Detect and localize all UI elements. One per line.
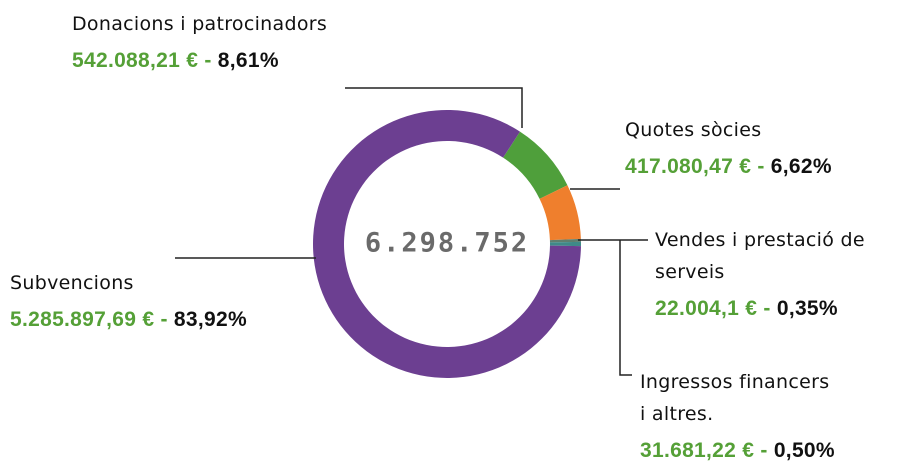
category-label: Ingressos financers i altres. bbox=[640, 371, 830, 425]
amount-label: 31.681,22 € bbox=[640, 439, 755, 462]
value-label: 83,92% bbox=[173, 308, 247, 331]
leader-line bbox=[619, 240, 632, 376]
slice-label: Donacions i patrocinadors 542.088,21 € -… bbox=[72, 8, 472, 82]
separator: - bbox=[757, 155, 765, 178]
value-label: 6,62% bbox=[770, 155, 832, 178]
slice-label: Vendes i prestació de serveis 22.004,1 €… bbox=[655, 224, 900, 330]
leader-line bbox=[345, 87, 523, 128]
donut-slice bbox=[539, 185, 581, 241]
slice-label: Quotes sòcies 417.080,47 € - 6,62% bbox=[625, 114, 907, 188]
donut bbox=[312, 109, 581, 378]
amount-label: 22.004,1 € bbox=[655, 297, 758, 320]
value-label: 8,61% bbox=[217, 49, 279, 72]
amount-label: 542.088,21 € bbox=[72, 49, 199, 72]
separator: - bbox=[160, 308, 168, 331]
category-label: Quotes sòcies bbox=[625, 119, 762, 141]
category-label: Vendes i prestació de serveis bbox=[655, 229, 865, 283]
value-label: 0,50% bbox=[773, 439, 835, 462]
value-label: 0,35% bbox=[776, 297, 838, 320]
separator: - bbox=[204, 49, 212, 72]
amount-label: 5.285.897,69 € bbox=[10, 308, 155, 331]
separator: - bbox=[763, 297, 771, 320]
donut-slice bbox=[549, 238, 581, 243]
slice-label: Ingressos financers i altres. 31.681,22 … bbox=[640, 366, 835, 472]
amount-label: 417.080,47 € bbox=[625, 155, 752, 178]
category-label: Donacions i patrocinadors bbox=[72, 13, 328, 35]
slice-label: Subvencions 5.285.897,69 € - 83,92% bbox=[10, 267, 350, 341]
donut-slice bbox=[503, 131, 568, 199]
total-label: 6.298.752 bbox=[365, 228, 529, 259]
donut-slice bbox=[549, 241, 581, 247]
category-label: Subvencions bbox=[10, 272, 134, 294]
separator: - bbox=[760, 439, 768, 462]
